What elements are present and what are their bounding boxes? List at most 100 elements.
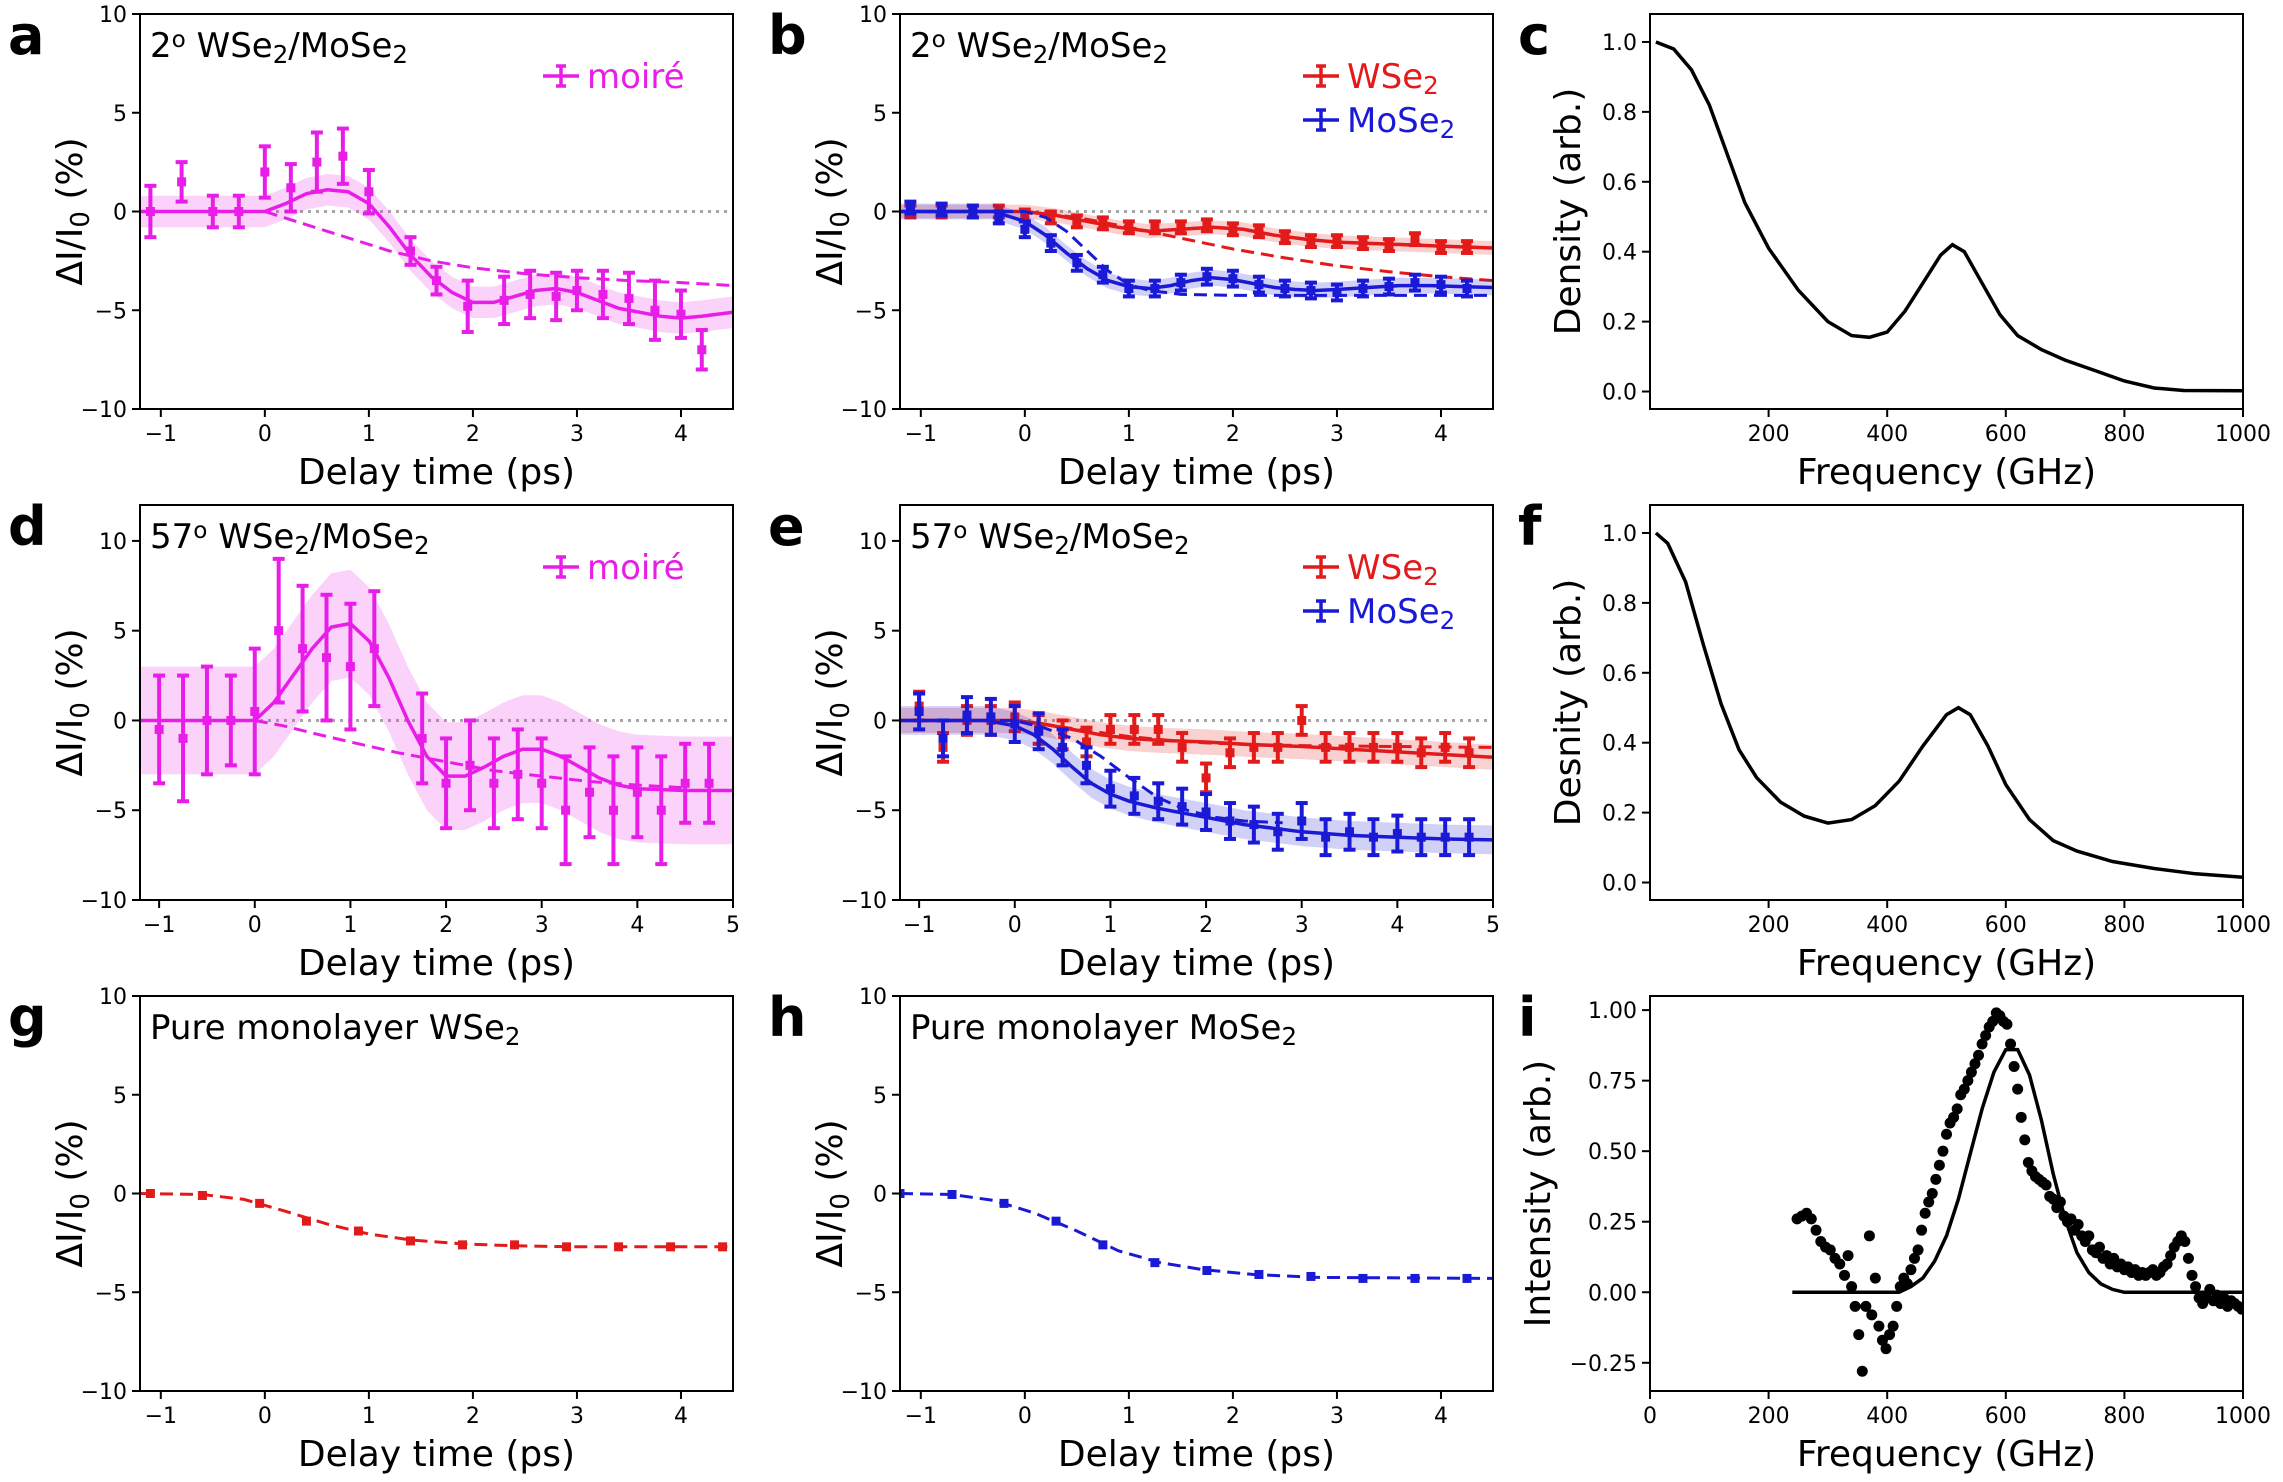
text-run: /MoSe — [288, 26, 392, 66]
axes-frame — [139, 995, 734, 1392]
data-point — [1810, 1224, 1822, 1236]
y-tick-label: −5 — [855, 299, 887, 324]
data-point — [1948, 1111, 1960, 1123]
data-point — [2083, 1230, 2095, 1242]
data-point — [1153, 724, 1163, 734]
legend-entry: moiré — [543, 548, 685, 588]
x-axis-label: Delay time (ps) — [298, 1434, 575, 1475]
text-run: /MoSe — [1070, 517, 1174, 557]
ylabel-main: ΔI/I — [50, 228, 91, 286]
x-tick-label: 1 — [1103, 913, 1117, 938]
data-point — [1297, 715, 1307, 725]
legend-label: moiré — [587, 57, 685, 97]
panel-letter: c — [1518, 4, 1550, 67]
data-point — [1321, 832, 1331, 842]
data-point — [322, 653, 332, 663]
legend-entry: MoSe2 — [1303, 101, 1455, 144]
y-tick-label: 1.0 — [1602, 31, 1637, 56]
y-axis-label: ΔI/I0 (%) — [50, 137, 96, 285]
y-tick-label: 0.0 — [1602, 381, 1637, 406]
x-tick-label: 600 — [1985, 1404, 2027, 1429]
data-point — [1846, 1281, 1858, 1293]
model-dashed-line — [900, 1192, 1493, 1280]
data-point — [1951, 1103, 1963, 1115]
data-point — [1249, 742, 1259, 752]
model-dashed-line — [140, 1192, 733, 1249]
plot-area — [140, 556, 733, 867]
x-axis-label: Frequency (GHz) — [1797, 943, 2096, 984]
y-axis-label: ΔI/I0 (%) — [50, 628, 96, 776]
data-point — [947, 1189, 957, 1199]
data-point — [1228, 274, 1238, 284]
data-point — [208, 207, 218, 216]
data-point — [1941, 1128, 1952, 1140]
x-tick-label: 5 — [726, 913, 740, 938]
data-point — [1332, 236, 1342, 246]
x-tick-label: 400 — [1866, 1404, 1908, 1429]
data-point — [680, 778, 690, 788]
text-run: Pure monolayer MoSe — [910, 1008, 1281, 1048]
data-point — [2072, 1219, 2084, 1231]
y-tick-label: 5 — [113, 1084, 127, 1109]
data-point — [1908, 1252, 1920, 1264]
data-point — [510, 1240, 520, 1250]
data-point — [1891, 1300, 1903, 1312]
x-tick-label: 400 — [1866, 422, 1908, 447]
series-moir- — [140, 556, 733, 867]
x-tick-label: 2 — [439, 913, 453, 938]
data-point — [1860, 1300, 1872, 1312]
model-dashed-line — [264, 210, 733, 288]
data-point — [1177, 742, 1187, 752]
data-line — [1792, 1047, 2243, 1295]
y-axis-label: ΔI/I0 (%) — [50, 1119, 96, 1267]
x-tick-label: 5 — [1486, 913, 1500, 938]
data-point — [2236, 1303, 2243, 1315]
data-point — [2001, 1018, 2013, 1030]
plot-area — [900, 1189, 1493, 1283]
data-point — [1962, 1075, 1974, 1087]
data-point — [417, 733, 427, 743]
data-point — [178, 733, 188, 743]
data-point — [499, 295, 509, 305]
data-point — [1306, 236, 1316, 246]
panel-title: 2o WSe2/MoSe2 — [910, 26, 1168, 69]
data-point — [432, 276, 441, 286]
data-point — [1321, 742, 1331, 752]
data-point — [561, 805, 571, 815]
text-run: 57 — [910, 517, 953, 557]
legend-label: WSe2 — [1347, 57, 1439, 100]
x-axis-label: Delay time (ps) — [1058, 452, 1335, 493]
subscript: 2 — [1033, 40, 1049, 69]
data-point — [1082, 737, 1092, 747]
data-point — [1058, 742, 1068, 752]
data-point — [1853, 1329, 1865, 1341]
plot-area — [1654, 531, 2243, 880]
model-dashed-line — [254, 719, 686, 790]
subscript: 2 — [1152, 40, 1168, 69]
data-point — [2182, 1252, 2194, 1264]
data-point — [1201, 807, 1211, 817]
data-point — [489, 778, 499, 788]
data-point — [1849, 1300, 1861, 1312]
data-point — [1965, 1066, 1977, 1078]
series-mose2-monolayer — [900, 1189, 1493, 1283]
data-point — [1150, 284, 1160, 294]
data-point — [145, 207, 155, 216]
data-point — [405, 1236, 415, 1246]
superscript: o — [932, 27, 946, 53]
data-point — [2015, 1111, 2027, 1123]
y-tick-label: 0 — [873, 1183, 887, 1208]
x-tick-label: −1 — [145, 422, 177, 447]
data-point — [1834, 1258, 1846, 1270]
panel-letter: d — [8, 495, 47, 558]
data-point — [1273, 742, 1283, 752]
x-tick-label: 800 — [2103, 422, 2145, 447]
data-point — [676, 309, 686, 319]
y-axis-label: ΔI/I0 (%) — [810, 628, 856, 776]
x-tick-label: 4 — [674, 1404, 688, 1429]
data-point — [704, 778, 714, 788]
ylabel-subscript: 0 — [826, 702, 856, 719]
data-point — [1856, 1365, 1868, 1377]
data-point — [900, 1189, 905, 1198]
